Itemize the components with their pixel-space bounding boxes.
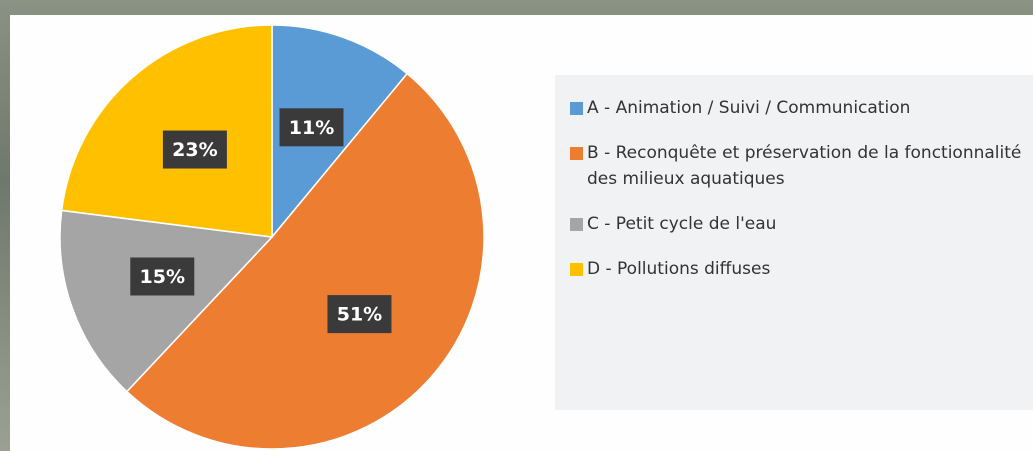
legend-item: D - Pollutions diffuses <box>570 256 1030 282</box>
legend: A - Animation / Suivi / Communication B -… <box>570 95 1030 301</box>
data-label: 15% <box>140 266 185 288</box>
legend-swatch <box>570 102 583 115</box>
legend-swatch <box>570 218 583 231</box>
legend-label: D - Pollutions diffuses <box>587 256 770 282</box>
legend-label: A - Animation / Suivi / Communication <box>587 95 910 121</box>
legend-swatch <box>570 263 583 276</box>
legend-swatch <box>570 147 583 160</box>
legend-label: B - Reconquête et préservation de la fon… <box>587 140 1030 192</box>
chart: 11% 51% 15% 23% <box>0 0 555 451</box>
data-label: 11% <box>289 117 334 139</box>
data-label: 23% <box>172 139 217 161</box>
legend-item: B - Reconquête et préservation de la fon… <box>570 140 1030 192</box>
data-label: 51% <box>337 304 382 326</box>
page: 11% 51% 15% 23% A - Animation / Suivi / Com… <box>0 0 1033 451</box>
legend-item: C - Petit cycle de l'eau <box>570 211 1030 237</box>
legend-item: A - Animation / Suivi / Communication <box>570 95 1030 121</box>
legend-label: C - Petit cycle de l'eau <box>587 211 776 237</box>
